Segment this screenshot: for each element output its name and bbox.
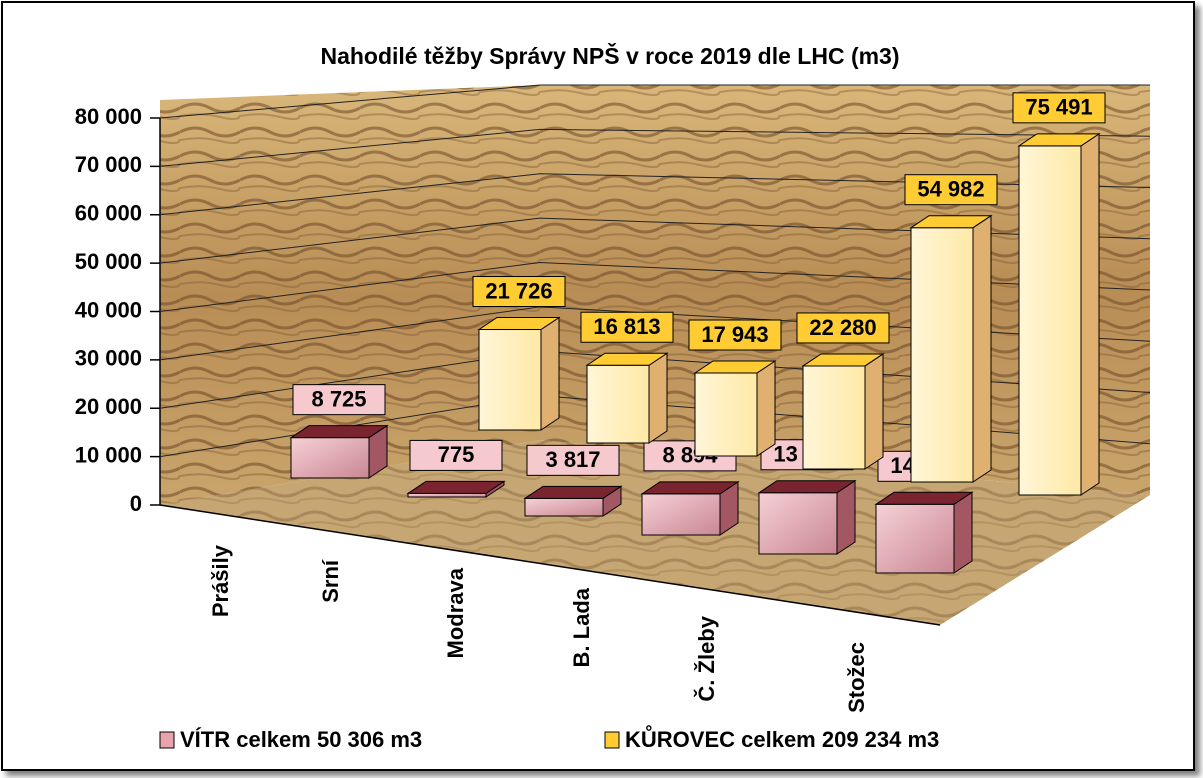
value-label-box bbox=[472, 276, 566, 308]
y-tick-label: 0 bbox=[130, 491, 142, 516]
bar bbox=[1017, 132, 1101, 496]
bar-front bbox=[802, 365, 866, 470]
bar-side bbox=[1080, 132, 1100, 496]
plot: 0 10 000 20 000 30 000 40 000 50 000 60 000 70 … bbox=[75, 84, 1151, 752]
y-tick-label: 50 000 bbox=[75, 249, 142, 274]
x-tick-label: Modrava bbox=[443, 567, 468, 658]
bar-side bbox=[864, 353, 884, 470]
bar-front bbox=[478, 329, 542, 431]
bar-side bbox=[540, 316, 560, 431]
bar bbox=[406, 480, 506, 498]
left-wall-texture bbox=[160, 85, 540, 505]
bar-top bbox=[693, 360, 777, 374]
value-label: 16 813 bbox=[593, 314, 660, 339]
x-axis bbox=[159, 504, 941, 626]
bar-front bbox=[407, 492, 487, 498]
value-label: 21 726 bbox=[485, 278, 552, 303]
value-label-box bbox=[796, 312, 890, 344]
x-tick-label: B. Lada bbox=[569, 587, 594, 667]
value-label-box bbox=[580, 311, 674, 343]
bar-top bbox=[477, 317, 561, 331]
y-tick-label: 70 000 bbox=[75, 152, 142, 177]
bar bbox=[909, 214, 993, 483]
x-tick-label: Prášily bbox=[208, 544, 233, 617]
y-tick-label: 30 000 bbox=[75, 346, 142, 371]
legend-swatch bbox=[604, 731, 620, 749]
bar-side bbox=[648, 352, 668, 444]
chart-title: Nahodilé těžby Správy NPŠ v roce 2019 dl… bbox=[320, 42, 899, 69]
value-label-box bbox=[688, 319, 782, 351]
legend-label: KŮROVEC celkem 209 234 m3 bbox=[625, 724, 939, 752]
y-tick-label: 60 000 bbox=[75, 201, 142, 226]
value-label: 17 943 bbox=[701, 322, 768, 347]
bar-front bbox=[875, 503, 955, 574]
bar bbox=[757, 479, 857, 555]
value-label-box bbox=[409, 439, 503, 471]
bar-top bbox=[874, 491, 974, 505]
bar-side bbox=[836, 479, 856, 555]
bar bbox=[693, 360, 777, 457]
grid-line bbox=[159, 128, 1151, 167]
bar bbox=[477, 316, 561, 431]
y-tick-label: 10 000 bbox=[75, 442, 142, 467]
bar-top bbox=[523, 485, 623, 499]
bar-top bbox=[757, 480, 857, 494]
bar bbox=[874, 491, 974, 574]
grid-line bbox=[159, 84, 1150, 119]
legend-swatch bbox=[159, 731, 175, 749]
bar-side bbox=[756, 360, 776, 457]
value-label: 3 817 bbox=[545, 447, 600, 472]
x-tick-label: Srní bbox=[318, 559, 343, 603]
value-label-box bbox=[1012, 92, 1106, 124]
value-label-box bbox=[904, 174, 998, 206]
bar-top bbox=[289, 425, 389, 439]
bar-top bbox=[801, 353, 885, 367]
bar-front bbox=[758, 492, 838, 555]
bar-top bbox=[909, 215, 993, 229]
bar-front bbox=[641, 493, 721, 536]
value-label-box bbox=[526, 444, 620, 476]
bar-front bbox=[1018, 145, 1082, 496]
bar-side bbox=[953, 491, 973, 574]
bar bbox=[289, 424, 389, 479]
value-label: 54 982 bbox=[917, 177, 984, 202]
x-tick-label: Stožec bbox=[844, 642, 869, 713]
bar bbox=[640, 480, 740, 536]
bar-front bbox=[910, 227, 974, 483]
bar-top bbox=[1017, 133, 1101, 147]
bar bbox=[801, 353, 885, 470]
bar bbox=[523, 485, 623, 517]
bar-top bbox=[406, 480, 506, 494]
value-label: 8 725 bbox=[311, 386, 366, 411]
value-label: 775 bbox=[438, 442, 475, 467]
value-label-box bbox=[292, 384, 386, 416]
bar-top bbox=[640, 481, 740, 495]
x-tick-label: Č. Žleby bbox=[694, 615, 719, 701]
bar bbox=[585, 352, 669, 444]
bar-front bbox=[290, 437, 370, 479]
bar-side bbox=[972, 214, 992, 483]
y-tick-label: 80 000 bbox=[75, 104, 142, 129]
y-tick-label: 40 000 bbox=[75, 297, 142, 322]
y-tick-label: 20 000 bbox=[75, 394, 142, 419]
legend-label: VÍTR celkem 50 306 m3 bbox=[180, 727, 422, 752]
value-label: 75 491 bbox=[1025, 95, 1092, 120]
bar-top bbox=[585, 352, 669, 366]
bar-front bbox=[524, 497, 604, 517]
bar-front bbox=[586, 364, 650, 444]
bar-front bbox=[694, 372, 758, 457]
value-label: 22 280 bbox=[809, 315, 876, 340]
